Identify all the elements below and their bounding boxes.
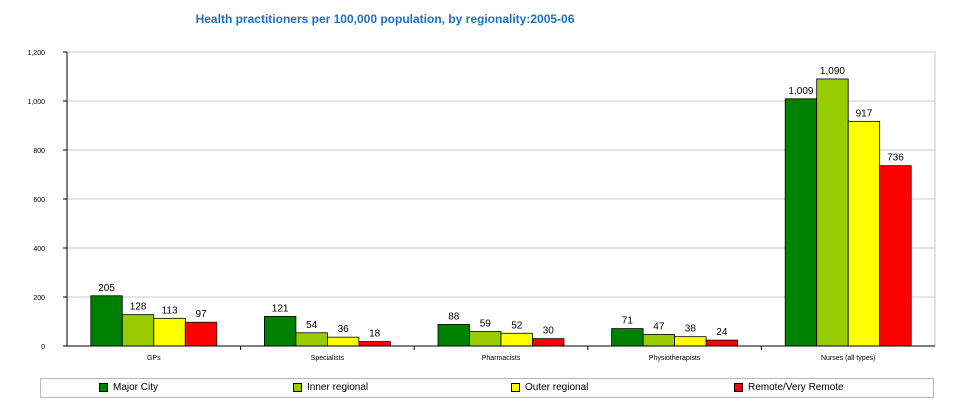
data-label: 917: [856, 108, 873, 119]
bar: [879, 165, 912, 347]
bar: [705, 339, 738, 347]
data-label: 30: [543, 326, 555, 337]
bar: [437, 324, 470, 347]
legend-item: Remote/Very Remote: [734, 382, 844, 393]
data-label: 121: [272, 303, 289, 314]
gridlines: [66, 51, 936, 347]
data-label: 54: [306, 320, 318, 331]
legend-swatch: [293, 383, 302, 392]
legend-swatch: [511, 383, 520, 392]
bar: [326, 336, 360, 347]
data-label: 38: [685, 324, 697, 335]
y-tick-label: 800: [33, 148, 45, 155]
bar: [358, 341, 391, 347]
data-label: 736: [887, 153, 904, 164]
data-label: 113: [162, 305, 178, 316]
legend-swatch: [734, 383, 743, 392]
bar: [263, 315, 297, 347]
y-tick-label: 200: [33, 295, 45, 302]
data-label: 36: [338, 324, 350, 335]
y-tick-label: 0: [41, 344, 45, 351]
x-tick-label: GPs: [147, 355, 161, 362]
data-label: 97: [195, 309, 207, 320]
data-labels: 205 128 113 97 121 54 36 18 88 59 52 30 71 47 38 24 1,00…: [98, 66, 904, 340]
x-tick-label: Specialists: [311, 355, 345, 362]
bar: [184, 321, 218, 347]
data-label: 18: [369, 329, 381, 340]
bar: [295, 332, 328, 347]
y-tick-label: 400: [33, 246, 45, 253]
bar: [642, 334, 675, 347]
bar: [847, 120, 881, 347]
chart-title: Health practitioners per 100,000 populat…: [195, 12, 575, 26]
x-tick-label: Physiotherapists: [649, 355, 701, 362]
legend-label: Major City: [113, 382, 159, 393]
legend-item: Outer regional: [511, 382, 588, 393]
y-tick-label: 1,000: [27, 99, 45, 106]
bar: [121, 314, 155, 347]
data-label: 1,009: [788, 86, 813, 97]
data-label: 88: [448, 311, 460, 322]
bar: [469, 331, 502, 347]
x-tick-label: Nurses (all types): [821, 355, 875, 362]
data-label: 1,090: [820, 66, 845, 77]
data-label: 47: [653, 321, 665, 332]
data-label: 24: [716, 327, 728, 338]
data-label: 71: [622, 316, 634, 327]
bar: [500, 332, 533, 347]
bar: [611, 328, 644, 347]
x-tick-label: Pharmacists: [482, 355, 521, 362]
data-label: 59: [480, 319, 492, 330]
data-label: 128: [130, 302, 147, 313]
legend-label: Outer regional: [525, 382, 589, 393]
bar: [153, 317, 186, 347]
legend-swatch: [99, 383, 108, 392]
data-label: 52: [511, 320, 523, 331]
legend-label: Inner regional: [307, 382, 369, 393]
legend-label: Remote/Very Remote: [748, 382, 844, 393]
bars: [90, 78, 912, 347]
legend-item: Major City: [99, 382, 158, 393]
bar: [674, 336, 707, 347]
bar: [532, 338, 565, 347]
legend-item: Inner regional: [293, 382, 368, 393]
bar: [90, 295, 123, 347]
bar: [784, 98, 818, 347]
y-tick-label: 600: [33, 197, 45, 204]
data-label: 205: [98, 283, 115, 294]
axes: 0 200 400 600 800 1,000 1,200 GPs Specialists Pha…: [27, 50, 935, 362]
bar: [816, 78, 849, 347]
legend: Major City Inner regional Outer regional Re…: [40, 378, 934, 398]
y-tick-label: 1,200: [27, 50, 45, 57]
